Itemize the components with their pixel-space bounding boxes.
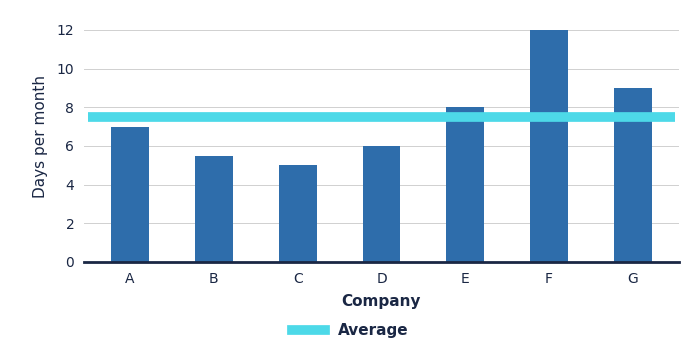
- Bar: [531, 30, 568, 262]
- Bar: [195, 156, 232, 262]
- X-axis label: Company: Company: [342, 294, 421, 309]
- Y-axis label: Days per month: Days per month: [34, 75, 48, 198]
- Bar: [111, 127, 149, 262]
- Bar: [614, 88, 652, 262]
- Bar: [363, 146, 400, 262]
- Legend: Average: Average: [287, 319, 413, 343]
- Bar: [279, 165, 316, 262]
- Bar: [447, 107, 484, 262]
